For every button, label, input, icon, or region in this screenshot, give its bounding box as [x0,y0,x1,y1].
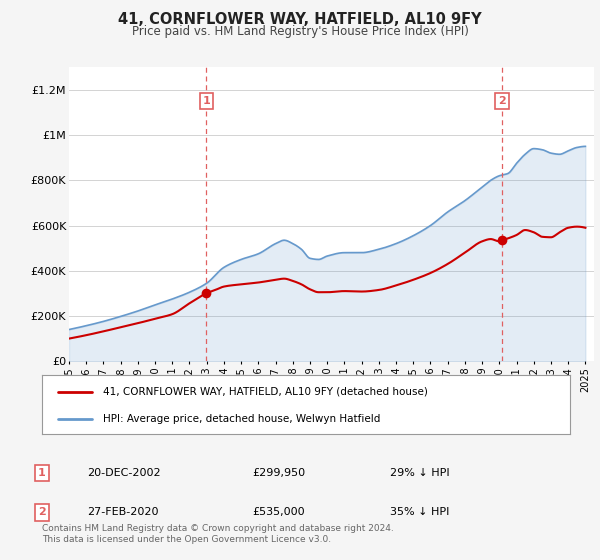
Text: 2: 2 [498,96,506,106]
Text: Contains HM Land Registry data © Crown copyright and database right 2024.
This d: Contains HM Land Registry data © Crown c… [42,524,394,544]
Text: 35% ↓ HPI: 35% ↓ HPI [390,507,449,517]
Text: 1: 1 [202,96,210,106]
Text: 27-FEB-2020: 27-FEB-2020 [87,507,158,517]
Text: 1: 1 [38,468,46,478]
Text: HPI: Average price, detached house, Welwyn Hatfield: HPI: Average price, detached house, Welw… [103,414,380,424]
Text: 2: 2 [38,507,46,517]
Text: 29% ↓ HPI: 29% ↓ HPI [390,468,449,478]
Text: 41, CORNFLOWER WAY, HATFIELD, AL10 9FY: 41, CORNFLOWER WAY, HATFIELD, AL10 9FY [118,12,482,27]
Text: 41, CORNFLOWER WAY, HATFIELD, AL10 9FY (detached house): 41, CORNFLOWER WAY, HATFIELD, AL10 9FY (… [103,386,428,396]
Text: £299,950: £299,950 [252,468,305,478]
Text: 20-DEC-2002: 20-DEC-2002 [87,468,161,478]
Text: Price paid vs. HM Land Registry's House Price Index (HPI): Price paid vs. HM Land Registry's House … [131,25,469,38]
Text: £535,000: £535,000 [252,507,305,517]
